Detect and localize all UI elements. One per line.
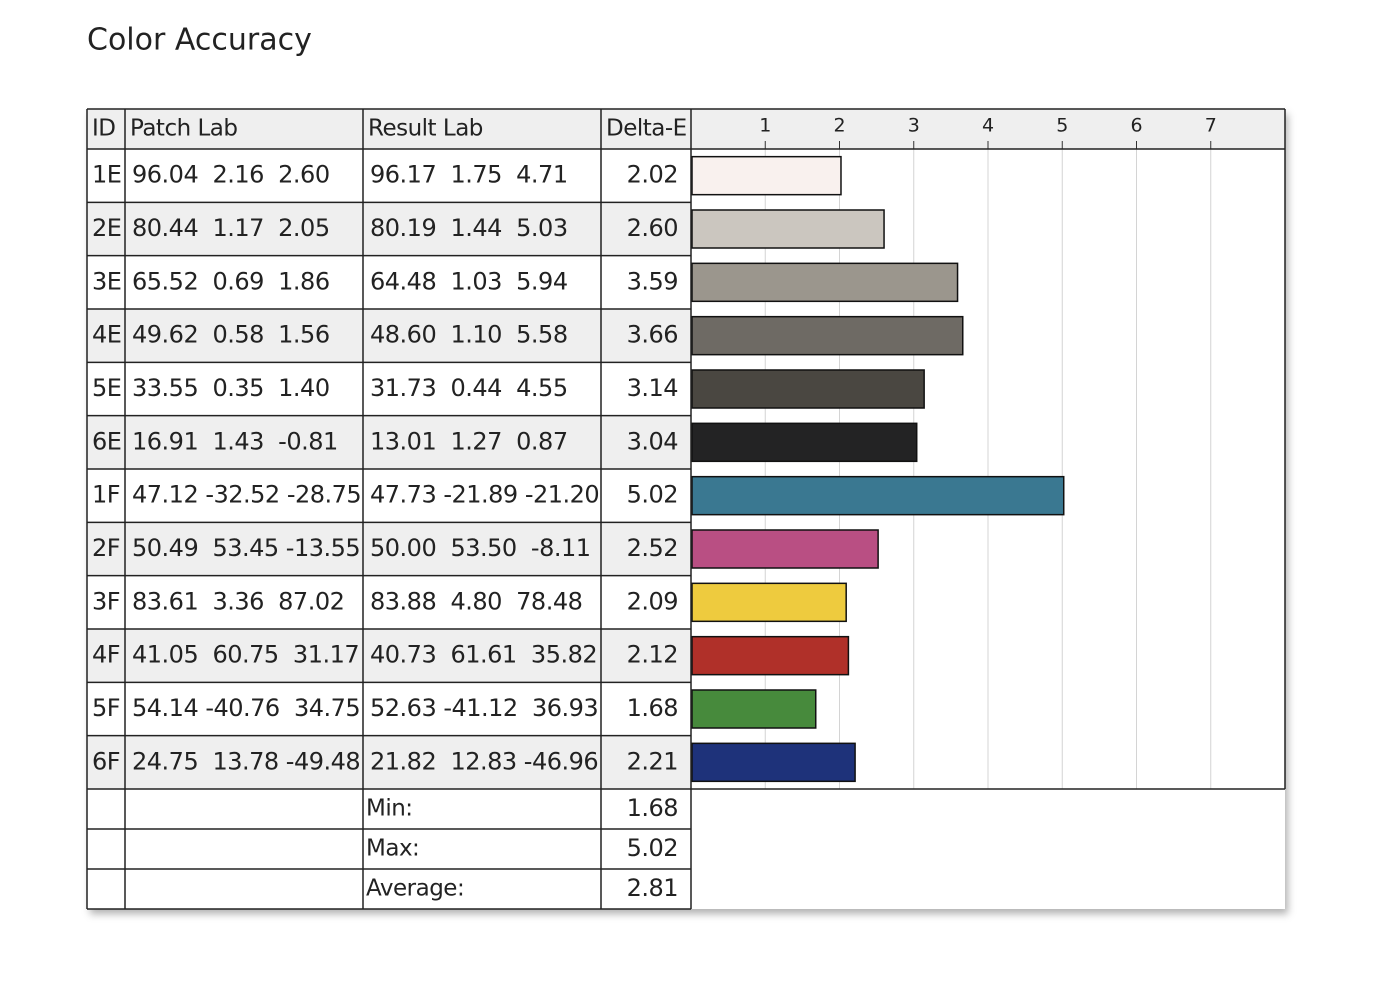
- row-bg: [87, 629, 691, 683]
- patch-lab-cell: 41.05 60.75 31.17: [132, 641, 359, 669]
- bar: [691, 582, 847, 623]
- bar: [691, 475, 1065, 516]
- delta-e-cell: 2.52: [627, 534, 678, 562]
- id-cell: 3E: [92, 267, 121, 295]
- result-lab-cell: 47.73 -21.89 -21.20: [370, 481, 599, 509]
- bar: [691, 315, 964, 356]
- patch-lab-cell: 83.61 3.36 87.02: [132, 587, 344, 615]
- id-cell: 6F: [92, 747, 120, 775]
- summary-value: 2.81: [627, 874, 678, 902]
- delta-e-cell: 2.60: [627, 214, 678, 242]
- delta-e-cell: 5.02: [627, 481, 678, 509]
- x-tick-label: 5: [1056, 115, 1068, 137]
- x-tick-label: 2: [833, 115, 845, 137]
- delta-e-cell: 3.14: [627, 374, 678, 402]
- delta-e-cell: 2.21: [627, 747, 678, 775]
- row-bg: [87, 415, 691, 469]
- patch-lab-cell: 24.75 13.78 -49.48: [132, 747, 360, 775]
- row-bg: [87, 202, 691, 256]
- patch-lab-cell: 65.52 0.69 1.86: [132, 267, 330, 295]
- bar: [691, 422, 918, 463]
- patch-lab-cell: 49.62 0.58 1.56: [132, 321, 330, 349]
- result-lab-cell: 40.73 61.61 35.82: [370, 641, 597, 669]
- row-bg: [87, 522, 691, 576]
- row-bg: [87, 309, 691, 363]
- id-cell: 2F: [92, 534, 120, 562]
- result-lab-cell: 80.19 1.44 5.03: [370, 214, 568, 242]
- result-lab-cell: 96.17 1.75 4.71: [370, 161, 568, 189]
- result-lab-cell: 83.88 4.80 78.48: [370, 587, 582, 615]
- row-bg: [87, 735, 691, 789]
- id-cell: 4F: [92, 641, 120, 669]
- delta-e-cell: 3.66: [627, 321, 678, 349]
- result-lab-cell: 52.63 -41.12 36.93: [370, 694, 598, 722]
- x-tick-label: 3: [908, 115, 920, 137]
- x-tick-label: 7: [1205, 115, 1217, 137]
- bar: [691, 689, 817, 729]
- x-tick-label: 1: [759, 115, 771, 137]
- summary-value: 5.02: [627, 834, 678, 862]
- patch-lab-cell: 33.55 0.35 1.40: [132, 374, 330, 402]
- delta-e-cell: 1.68: [627, 694, 678, 722]
- id-cell: 5E: [92, 374, 121, 402]
- patch-lab-cell: 50.49 53.45 -13.55: [132, 534, 360, 562]
- result-lab-cell: 31.73 0.44 4.55: [370, 374, 568, 402]
- bar: [691, 155, 842, 196]
- delta-e-cell: 2.02: [627, 161, 678, 189]
- id-cell: 3F: [92, 587, 120, 615]
- x-tick-label: 6: [1130, 115, 1142, 137]
- header-bg: [87, 109, 1285, 149]
- id-cell: 4E: [92, 321, 121, 349]
- x-tick-label: 4: [982, 115, 994, 137]
- result-lab-cell: 21.82 12.83 -46.96: [370, 747, 598, 775]
- result-lab-cell: 50.00 53.50 -8.11: [370, 534, 591, 562]
- column-header: Patch Lab: [130, 116, 238, 142]
- column-header: Delta-E: [606, 116, 687, 142]
- bar: [691, 635, 850, 676]
- patch-lab-cell: 54.14 -40.76 34.75: [132, 694, 360, 722]
- delta-e-cell: 3.04: [627, 427, 678, 455]
- summary-label: Max:: [366, 836, 419, 862]
- patch-lab-cell: 80.44 1.17 2.05: [132, 214, 330, 242]
- patch-lab-cell: 47.12 -32.52 -28.75: [132, 481, 361, 509]
- id-cell: 5F: [92, 694, 120, 722]
- delta-e-cell: 2.12: [627, 641, 678, 669]
- column-header: ID: [92, 116, 116, 142]
- title: Color Accuracy: [87, 23, 312, 58]
- summary-value: 1.68: [627, 794, 678, 822]
- patch-lab-cell: 16.91 1.43 -0.81: [132, 427, 338, 455]
- result-lab-cell: 48.60 1.10 5.58: [370, 321, 568, 349]
- delta-e-cell: 3.59: [627, 267, 678, 295]
- patch-lab-cell: 96.04 2.16 2.60: [132, 161, 330, 189]
- id-cell: 1F: [92, 481, 120, 509]
- table-chart: 1 2 3 4 5 6 7 ID Patch Lab Result Lab Delta-E 1E 96.…: [86, 108, 1286, 910]
- bar: [691, 742, 856, 783]
- bar: [691, 209, 885, 249]
- result-lab-cell: 64.48 1.03 5.94: [370, 267, 568, 295]
- id-cell: 2E: [92, 214, 121, 242]
- result-lab-cell: 13.01 1.27 0.87: [370, 427, 568, 455]
- summary-label: Min:: [366, 796, 413, 822]
- delta-e-cell: 2.09: [627, 587, 678, 615]
- column-header: Result Lab: [368, 116, 483, 142]
- summary-label: Average:: [366, 876, 464, 902]
- bar: [691, 262, 959, 303]
- id-cell: 1E: [92, 161, 121, 189]
- bar: [691, 529, 879, 569]
- id-cell: 6E: [92, 427, 121, 455]
- bar: [691, 369, 925, 409]
